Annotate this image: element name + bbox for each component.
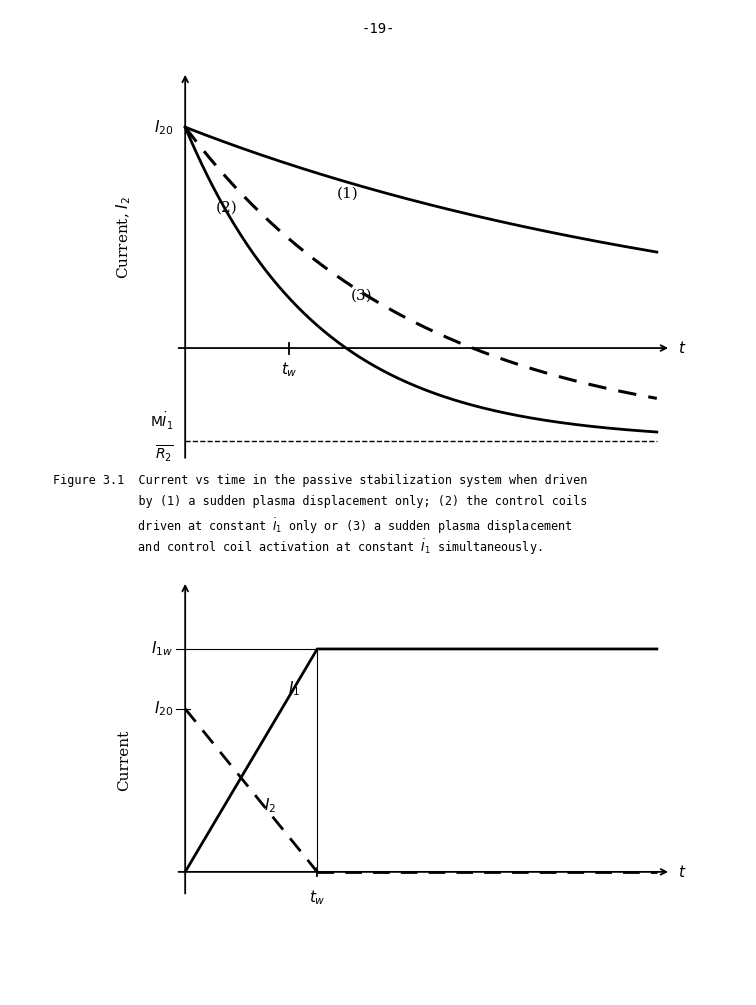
- Text: (3): (3): [351, 288, 372, 303]
- Text: Figure 3.1  Current vs time in the passive stabilization system when driven: Figure 3.1 Current vs time in the passiv…: [53, 474, 587, 487]
- Text: $t$: $t$: [678, 340, 686, 356]
- Text: $I_1$: $I_1$: [288, 679, 300, 698]
- Text: $t$: $t$: [678, 864, 686, 880]
- Text: (2): (2): [216, 201, 237, 215]
- Text: $\mathrm{M}\dot{I}_1$: $\mathrm{M}\dot{I}_1$: [150, 411, 173, 432]
- Text: $t_w$: $t_w$: [309, 888, 326, 907]
- Text: $t_w$: $t_w$: [280, 360, 297, 379]
- Text: (1): (1): [336, 187, 358, 201]
- Text: $I_{20}$: $I_{20}$: [154, 699, 173, 719]
- Text: Current: Current: [117, 730, 131, 791]
- Text: $I_{1w}$: $I_{1w}$: [151, 639, 173, 658]
- Text: $\overline{R_2}$: $\overline{R_2}$: [155, 443, 173, 463]
- Text: driven at constant $\dot{I}_1$ only or (3) a sudden plasma displacement: driven at constant $\dot{I}_1$ only or (…: [53, 517, 572, 536]
- Text: Current, $I_2$: Current, $I_2$: [114, 196, 133, 279]
- Text: and control coil activation at constant $\dot{I}_1$ simultaneously.: and control coil activation at constant …: [53, 538, 542, 557]
- Text: -19-: -19-: [361, 22, 395, 36]
- Text: $I_{20}$: $I_{20}$: [154, 118, 173, 137]
- Text: by (1) a sudden plasma displacement only; (2) the control coils: by (1) a sudden plasma displacement only…: [53, 495, 587, 509]
- Text: $I_2$: $I_2$: [265, 796, 277, 815]
